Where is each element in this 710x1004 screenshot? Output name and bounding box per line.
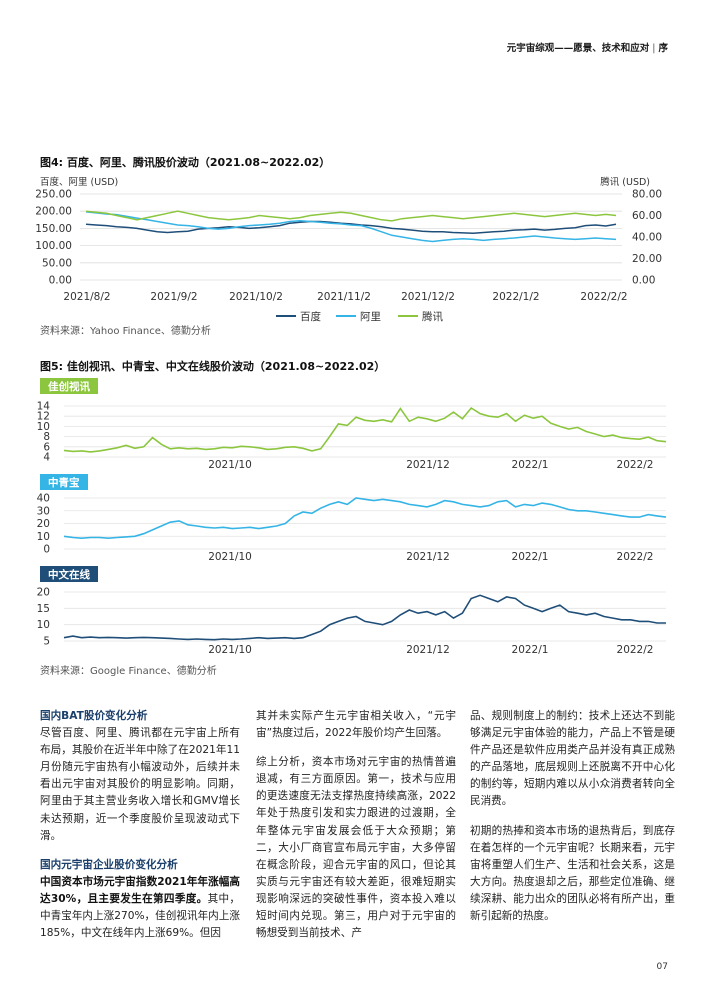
x-tick-label: 2022/2/2 (580, 291, 627, 303)
y-tick-label: 4 (43, 452, 50, 464)
x-tick-label: 2021/12/2 (401, 291, 455, 303)
paragraph-analysis: 综上分析，资本市场对元宇宙的热情普遍退减，有三方面原因。第一，技术与应用的更迭速… (256, 756, 456, 940)
y-tick-label: 10 (37, 619, 50, 631)
y-tick-label: 14 (37, 401, 51, 413)
y-tick-label: 10 (37, 421, 50, 433)
paragraph-continued: 其并未实际产生元宇宙相关收入，“元宇宙”热度过后，2022年股价均产生回落。 (256, 710, 456, 740)
y-left-tick-label: 250.00 (35, 189, 72, 201)
panel-tag-zhongqingbao: 中青宝 (40, 474, 88, 490)
y-tick-label: 40 (37, 493, 50, 505)
x-tick-label: 2022/2 (617, 644, 654, 656)
y-tick-label: 5 (43, 636, 50, 648)
y-left-tick-label: 100.00 (35, 240, 72, 252)
x-tick-label: 2021/10/2 (229, 291, 283, 303)
x-tick-label: 2021/12 (406, 644, 450, 656)
x-tick-label: 2022/2 (617, 551, 654, 563)
x-tick-label: 2022/1 (512, 551, 549, 563)
paragraph-outlook: 初期的热捧和资本市场的退热背后，到底存在着怎样的一个元宇宙呢？长期来看，元宇宙将… (470, 824, 675, 923)
series-line-百度 (85, 220, 617, 234)
y-tick-label: 10 (37, 531, 50, 543)
highlight-statement: 中国资本市场元宇宙指数2021年年涨幅高达30%，且主要发生在第四季度。 (40, 875, 240, 905)
y-left-tick-label: 200.00 (35, 206, 72, 218)
x-tick-label: 2022/1 (512, 459, 549, 471)
header-separator: | (652, 43, 656, 54)
panel-tag-jiachuang: 佳创视讯 (40, 378, 98, 394)
y-tick-label: 12 (37, 411, 50, 423)
paragraph-metaverse-companies: 中国资本市场元宇宙指数2021年年涨幅高达30%，且主要发生在第四季度。其中，中… (40, 874, 240, 942)
paragraph-metaverse-companies-text: 其中，中青宝年内上涨270%，佳创视讯年内上涨185%，中文在线年内上涨69%。… (40, 892, 241, 940)
x-tick-label: 2021/8/2 (63, 291, 110, 303)
x-tick-label: 2021/10 (208, 644, 252, 656)
y-tick-label: 20 (37, 587, 50, 599)
y-tick-label: 30 (37, 505, 50, 517)
y-left-tick-label: 0.00 (49, 275, 72, 287)
figure4-title: 图4: 百度、阿里、腾讯股价波动（2021.08~2022.02） (40, 156, 331, 169)
paragraph-constraints: 品、规则制度上的制约：技术上还达不到能够满足元宇宙体验的能力，产品上不管是硬件产… (470, 710, 675, 808)
x-tick-label: 2021/10 (208, 551, 252, 563)
legend-label: 阿里 (360, 311, 381, 322)
y-right-tick-label: 0.00 (632, 275, 655, 287)
section-heading-bat: 国内BAT股价变化分析 (40, 710, 148, 722)
paragraph-bat: 尽管百度、阿里、腾讯都在元宇宙上所有布局，其股价在近半年中除了在2021年11月… (40, 727, 240, 842)
figure4-right-axis-unit: 腾讯 (USD) (600, 177, 650, 188)
text-column-3: 品、规则制度上的制约：技术上还达不到能够满足元宇宙体验的能力，产品上不管是硬件产… (470, 708, 675, 925)
x-tick-label: 2021/12 (406, 551, 450, 563)
y-tick-label: 20 (37, 518, 50, 530)
y-right-tick-label: 40.00 (632, 232, 662, 244)
x-tick-label: 2022/1/2 (492, 291, 539, 303)
text-column-2: 其并未实际产生元宇宙相关收入，“元宇宙”热度过后，2022年股价均产生回落。 综… (256, 708, 456, 942)
x-tick-label: 2021/10 (208, 459, 252, 471)
y-right-tick-label: 80.00 (632, 189, 662, 201)
y-left-tick-label: 50.00 (42, 257, 72, 269)
price-line (63, 406, 667, 453)
y-tick-label: 8 (43, 431, 50, 443)
x-tick-label: 2021/12 (406, 459, 450, 471)
y-tick-label: 0 (43, 544, 50, 556)
series-line-阿里 (85, 211, 617, 243)
header-title: 元宇宙综观——愿景、技术和应对 (506, 43, 650, 54)
figure5-source: 资料来源：Google Finance、德勤分析 (40, 666, 217, 677)
x-tick-label: 2022/2 (617, 459, 654, 471)
header-section: 序 (658, 43, 668, 54)
price-line (63, 497, 667, 540)
figure4-left-axis-unit: 百度、阿里 (USD) (40, 177, 119, 188)
y-left-tick-label: 150.00 (35, 223, 72, 235)
y-tick-label: 6 (43, 441, 50, 453)
y-tick-label: 15 (37, 603, 50, 615)
x-tick-label: 2022/1 (512, 644, 549, 656)
price-line (63, 594, 666, 641)
section-heading-metaverse-companies: 国内元宇宙企业股价变化分析 (40, 858, 178, 871)
y-right-tick-label: 20.00 (632, 253, 662, 265)
zhongwenzaixian-chart: 20 15 10 5 2021/10 2021/12 2022/1 2022/2 (37, 587, 666, 656)
x-tick-label: 2021/11/2 (317, 291, 371, 303)
figure5-title: 图5: 佳创视讯、中青宝、中文在线股价波动（2021.08~2022.02） (40, 360, 386, 373)
running-header: 元宇宙综观——愿景、技术和应对 | 序 (507, 40, 668, 54)
legend-label: 腾讯 (422, 310, 443, 322)
text-column-1: 国内BAT股价变化分析 尽管百度、阿里、腾讯都在元宇宙上所有布局，其股价在近半年… (40, 708, 240, 942)
figure4-source: 资料来源：Yahoo Finance、德勤分析 (40, 326, 211, 337)
panel-tag-zhongwenzaixian: 中文在线 (40, 566, 98, 582)
figure4-chart: 250.00 200.00 150.00 100.00 50.00 0.00 80.00 60… (35, 189, 662, 323)
x-tick-label: 2021/9/2 (150, 291, 197, 303)
page-number: 07 (656, 962, 668, 972)
y-right-tick-label: 60.00 (632, 210, 662, 222)
series-line-腾讯 (85, 210, 617, 222)
legend-label: 百度 (300, 310, 321, 322)
